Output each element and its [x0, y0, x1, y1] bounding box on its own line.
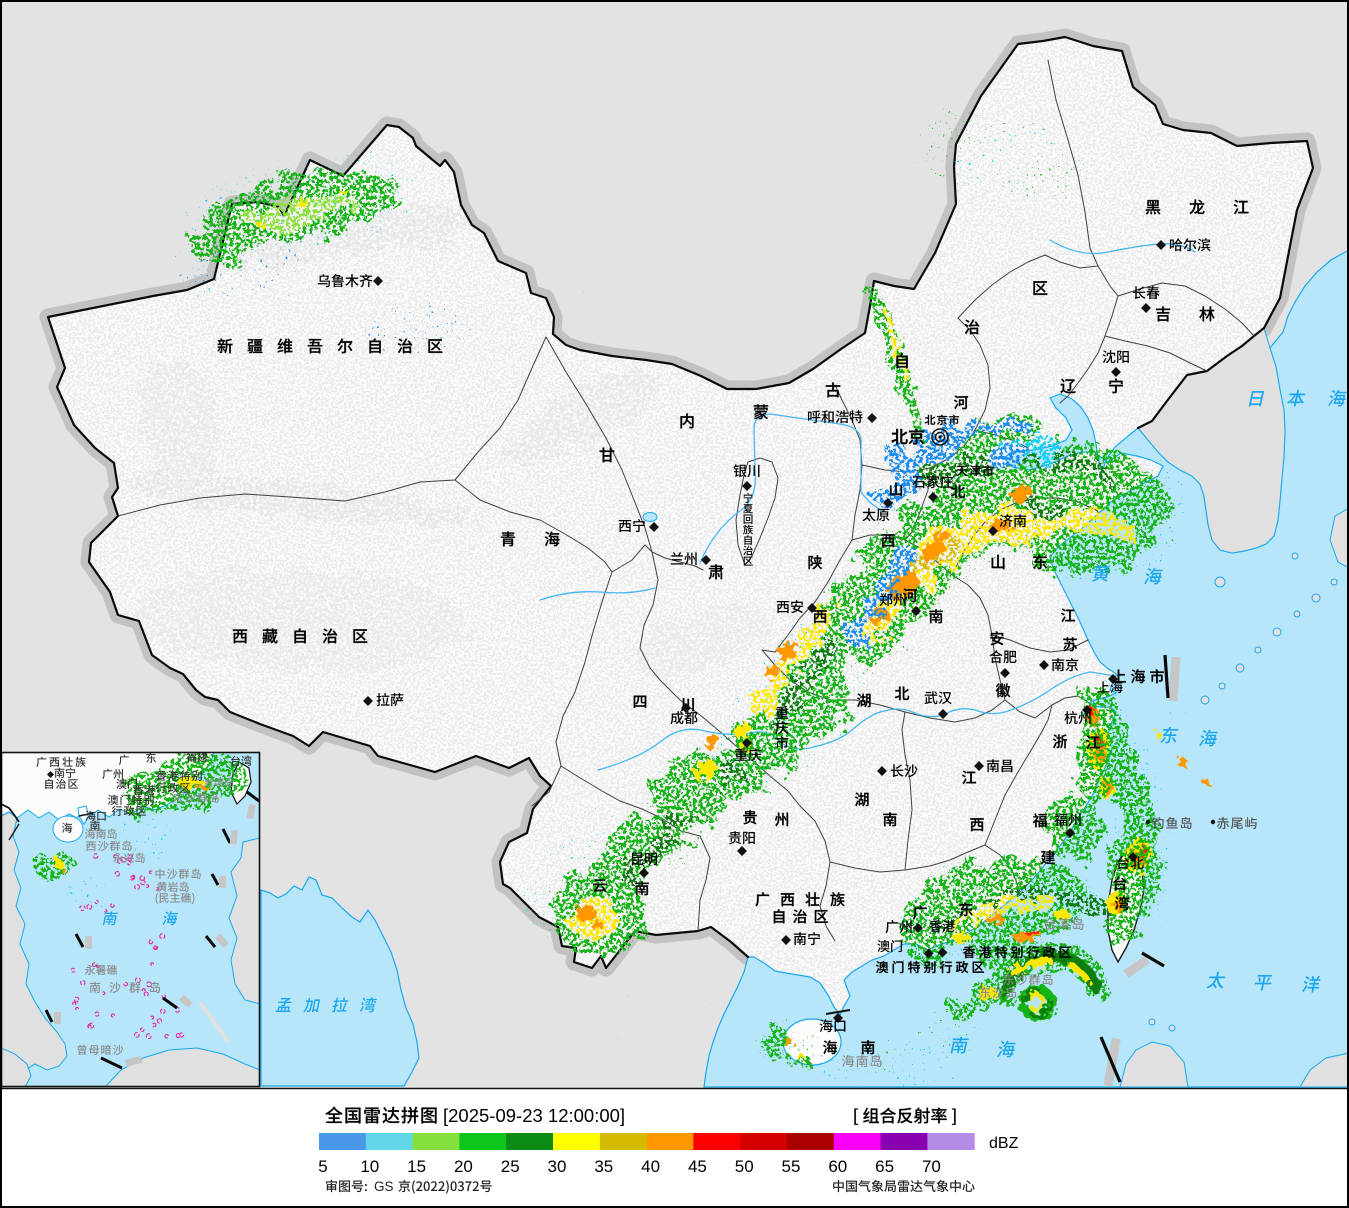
svg-text:20: 20 — [454, 1157, 473, 1176]
svg-text:35: 35 — [594, 1157, 613, 1176]
svg-text:GS: GS — [374, 1179, 394, 1194]
svg-text:70: 70 — [922, 1157, 941, 1176]
svg-text:dBZ: dBZ — [989, 1135, 1019, 1152]
svg-text:5: 5 — [318, 1157, 327, 1176]
svg-text:45: 45 — [688, 1157, 707, 1176]
svg-text:50: 50 — [735, 1157, 754, 1176]
svg-text:40: 40 — [641, 1157, 660, 1176]
svg-text:65: 65 — [875, 1157, 894, 1176]
svg-text:30: 30 — [548, 1157, 567, 1176]
svg-text:25: 25 — [501, 1157, 520, 1176]
svg-text:15: 15 — [407, 1157, 426, 1176]
svg-text:55: 55 — [782, 1157, 801, 1176]
svg-text:[2025-09-23 12:00:00]: [2025-09-23 12:00:00] — [443, 1105, 625, 1126]
svg-text:60: 60 — [828, 1157, 847, 1176]
svg-text:10: 10 — [360, 1157, 379, 1176]
